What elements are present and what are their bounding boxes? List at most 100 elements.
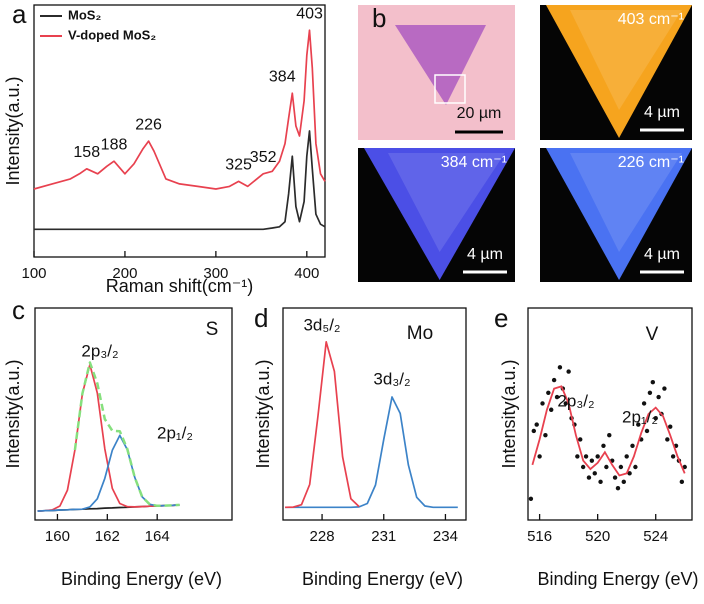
data-point	[644, 428, 650, 434]
data-point	[563, 401, 568, 406]
y-axis-label: Intensity(a.u.)	[499, 359, 519, 468]
peak-label: 352	[250, 149, 277, 166]
x-tick-label: 234	[433, 528, 458, 545]
element-label: Mo	[407, 323, 433, 344]
zoom-box	[434, 74, 466, 104]
peak-label: 226	[135, 116, 162, 133]
flake	[395, 25, 486, 105]
flake-map	[364, 148, 515, 280]
flake-shade	[570, 10, 682, 110]
flake-map	[546, 148, 692, 280]
panel-letter: a	[12, 0, 27, 29]
panel-letter: b	[372, 3, 386, 33]
x-tick-label: 400	[294, 265, 319, 282]
data-point	[670, 454, 676, 459]
data-line	[37, 434, 180, 512]
flake-shade	[570, 153, 682, 252]
data-point	[682, 464, 687, 470]
data-point	[549, 407, 554, 412]
peak-label: 2p₃/₂	[557, 391, 594, 410]
data-point	[528, 496, 534, 501]
data-point	[612, 475, 618, 480]
legend-label: V-doped MoS₂	[68, 27, 156, 42]
peak-label: 403	[296, 5, 323, 22]
data-point	[566, 369, 571, 374]
data-point	[531, 428, 537, 434]
data-point	[546, 390, 551, 395]
scale-bar-label: 4 µm	[644, 104, 680, 121]
data-point	[604, 464, 609, 470]
plot-frame	[34, 307, 233, 521]
plot-frame	[282, 307, 467, 521]
panel-letter: c	[12, 295, 25, 325]
peak-label: 2p₁/₂	[157, 423, 193, 442]
x-tick-label: 164	[145, 528, 170, 545]
x-axis-label: Binding Energy (eV)	[61, 569, 222, 589]
scale-bar-label: 4 µm	[467, 246, 503, 263]
data-point	[589, 458, 595, 463]
y-axis-label: Intensity(a.u.)	[3, 76, 23, 185]
data-point	[618, 464, 624, 470]
data-point	[598, 479, 603, 485]
data-line	[285, 396, 458, 509]
data-point	[551, 377, 557, 383]
x-tick-label: 200	[112, 265, 137, 282]
data-point	[537, 454, 542, 459]
data-point	[575, 454, 580, 459]
peak-label: 158	[73, 144, 100, 161]
peak-label: 3d₃/₂	[373, 369, 410, 388]
data-point	[586, 475, 592, 480]
data-line	[34, 130, 326, 231]
data-point	[656, 394, 661, 400]
peak-label: 188	[101, 136, 128, 153]
data-point	[630, 443, 635, 448]
data-point	[650, 380, 656, 385]
map-label: 403 cm⁻¹	[618, 11, 684, 28]
data-point	[601, 443, 606, 448]
data-point	[540, 401, 545, 406]
legend-label: MoS₂	[68, 7, 101, 22]
data-point	[627, 471, 632, 476]
fit-line	[531, 385, 686, 477]
plot-frame	[33, 4, 326, 258]
element-label: V	[646, 324, 659, 345]
data-point	[543, 433, 548, 438]
x-axis-label: Raman shift(cm⁻¹)	[106, 276, 254, 296]
x-tick-label: 228	[310, 528, 335, 545]
data-point	[595, 454, 600, 459]
data-point	[607, 433, 612, 438]
x-axis-label: Binding Energy (eV)	[537, 569, 698, 589]
data-point	[557, 365, 563, 370]
data-point	[668, 424, 673, 429]
peak-label: 325	[225, 157, 252, 174]
data-line	[285, 341, 360, 509]
data-point	[583, 454, 589, 459]
flake-shade	[388, 153, 505, 252]
data-point	[647, 390, 653, 395]
x-tick-label: 160	[45, 528, 70, 545]
x-tick-label: 524	[643, 528, 668, 545]
peak-label: 2p₁/₂	[622, 407, 658, 426]
panel-letter: e	[494, 303, 508, 333]
scale-bar-label: 4 µm	[644, 246, 680, 263]
data-point	[621, 479, 626, 485]
x-tick-label: 300	[203, 265, 228, 282]
data-point	[633, 464, 638, 470]
x-tick-label: 520	[585, 528, 610, 545]
y-axis-label: Intensity(a.u.)	[3, 359, 23, 468]
data-point	[636, 422, 641, 427]
x-axis-label: Binding Energy (eV)	[302, 569, 463, 589]
peak-label: 384	[269, 68, 296, 85]
element-label: S	[206, 319, 219, 340]
x-tick-label: 100	[21, 265, 46, 282]
map-label: 384 cm⁻¹	[441, 154, 507, 171]
peak-label: 3d₅/₂	[303, 315, 340, 334]
data-point	[653, 416, 658, 421]
x-tick-label: 516	[527, 528, 552, 545]
data-point	[592, 471, 597, 476]
data-point	[554, 394, 560, 400]
flake-map	[546, 5, 692, 138]
data-point	[662, 386, 667, 391]
data-point	[578, 437, 583, 442]
